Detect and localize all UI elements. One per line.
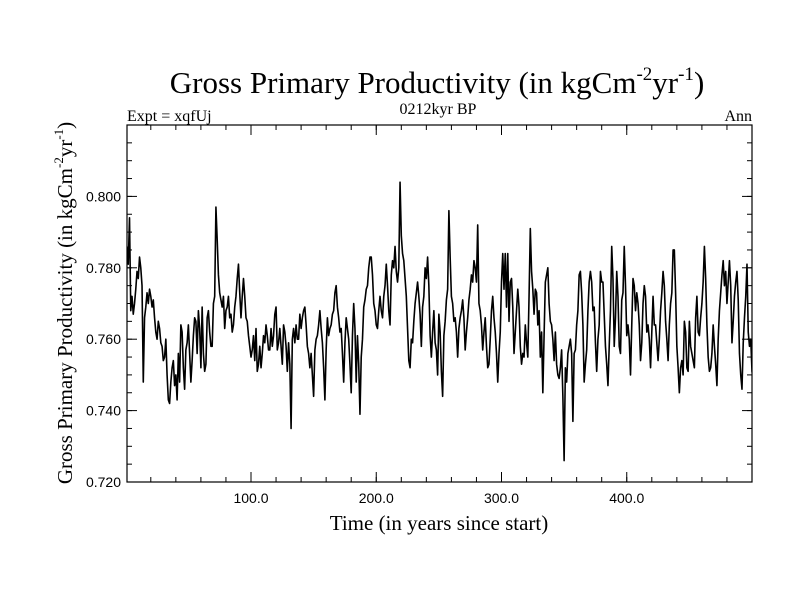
period-label: 0212kyr BP [400,101,477,118]
x-tick-label: 100.0 [233,490,268,506]
series-line-gpp [127,181,752,462]
experiment-label: Expt = xqfUj [127,108,212,125]
y-tick-label: 0.800 [86,188,121,204]
x-tick-label: 400.0 [609,490,644,506]
season-label: Ann [724,108,752,125]
y-tick-label: 0.720 [86,474,121,490]
y-axis: 0.720 0.740 0.760 0.780 0.800 [86,142,752,490]
x-tick-label: 200.0 [359,490,394,506]
x-axis-label: Time (in years since start) [330,511,549,535]
chart-title: Gross Primary Productivity (in kgCm-2yr-… [170,64,705,100]
x-tick-label: 300.0 [484,490,519,506]
y-tick-label: 0.740 [86,403,121,419]
y-axis-label: Gross Primary Productivity (in kgCm-2yr-… [51,122,77,484]
plot-frame [126,124,753,483]
x-axis: 100.0 200.0 300.0 400.0 [150,125,728,506]
y-tick-label: 0.760 [86,331,121,347]
y-tick-label: 0.780 [86,260,121,276]
